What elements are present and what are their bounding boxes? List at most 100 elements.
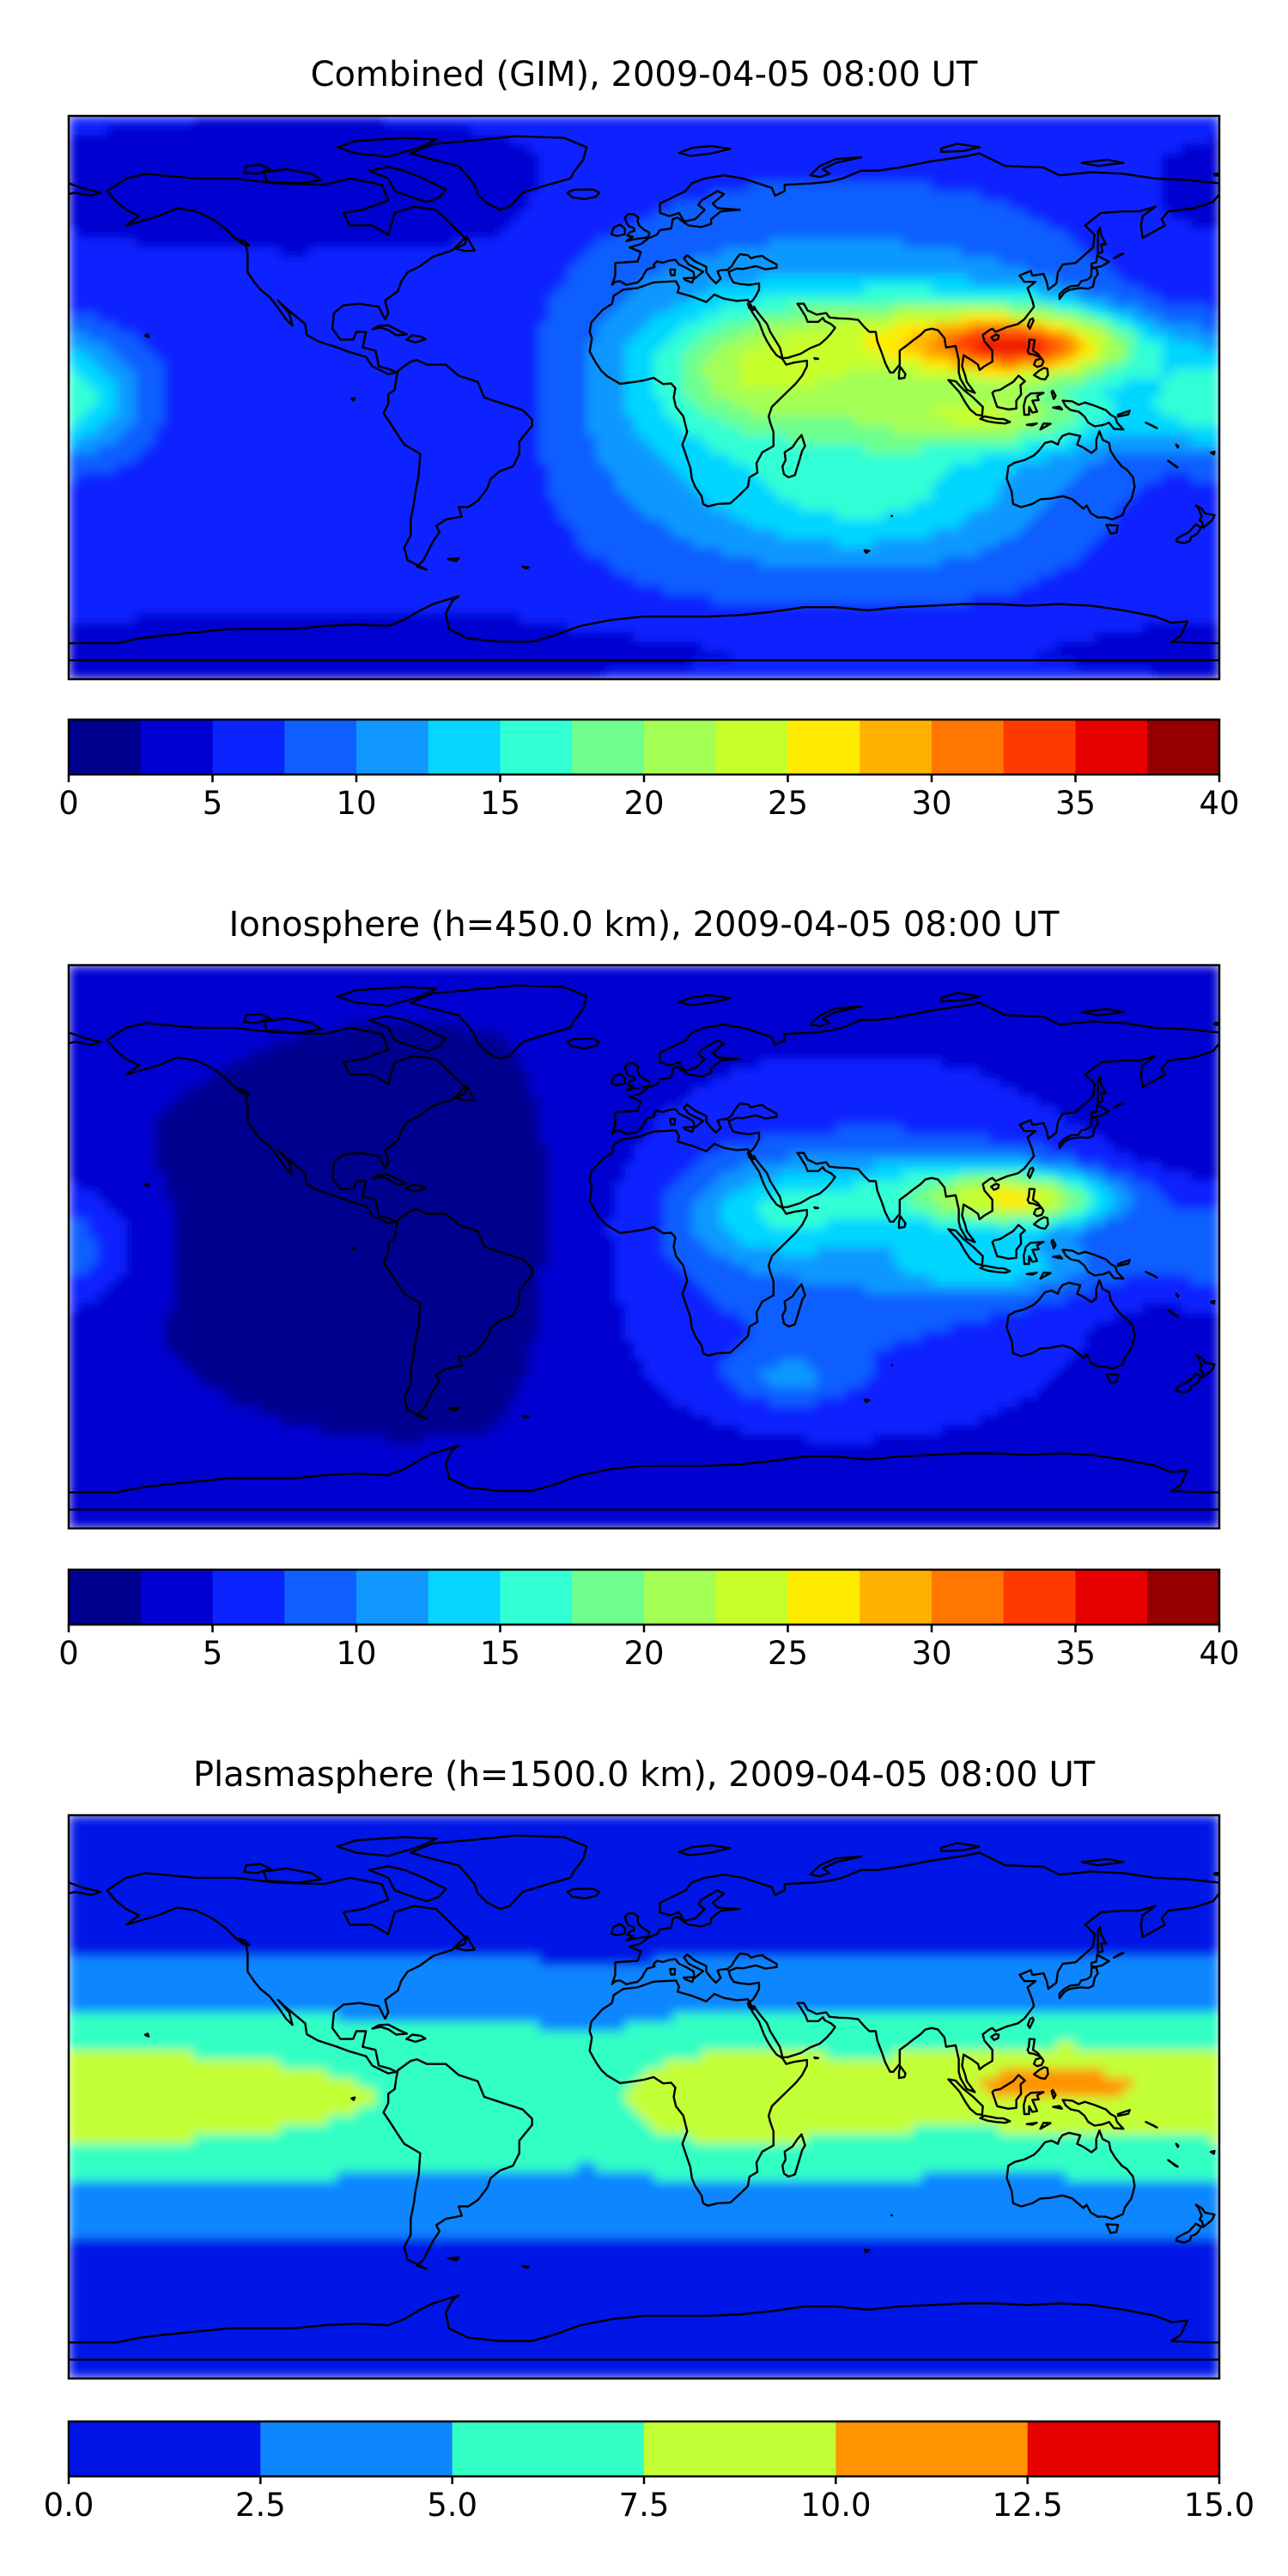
- colorbar-segment: [452, 2421, 645, 2476]
- coastline-tasmania: [1105, 2223, 1120, 2234]
- coastline-sumatra: [947, 2078, 984, 2117]
- coastline-south-georgia: [521, 1414, 531, 1419]
- colorbar-segment: [1075, 720, 1148, 775]
- coastline-falklands: [447, 557, 460, 562]
- coastline-flores: [1025, 1271, 1038, 1276]
- coastline-eurasia: [611, 1851, 1219, 2093]
- coastline-borneo: [991, 1224, 1026, 1261]
- colorbar-segment: [860, 1570, 933, 1625]
- coastline-madagascar: [781, 1283, 806, 1328]
- coastline-antarctica: [69, 1444, 1219, 1511]
- colorbar-segment: [140, 720, 213, 775]
- coastline-solomon: [1145, 2120, 1158, 2129]
- coastline-australia: [1005, 429, 1136, 521]
- coastline-new-britain: [1116, 2109, 1132, 2117]
- coastline-hainan: [989, 1182, 1000, 1191]
- colorbar-segment: [260, 2421, 453, 2476]
- coastline-hokkaido: [1090, 1953, 1110, 1969]
- colorbar: 0 5 10 15 20 25 30 35 40: [58, 1568, 1240, 1672]
- coastline-fiji: [1209, 450, 1216, 456]
- coastline-novaya-zemlya: [809, 1005, 863, 1028]
- coastline-ireland: [610, 223, 626, 238]
- colorbar-tick-label: 15.0: [1184, 2487, 1255, 2524]
- coastline-cuba: [371, 1173, 408, 1186]
- coastline-severnaya-zemlya: [939, 992, 981, 1003]
- colorbar-segment: [284, 1570, 357, 1625]
- colorbar-tick-label: 35: [1055, 1635, 1096, 1672]
- coastline-north-america: [106, 1872, 466, 2075]
- colorbar-segment: [69, 1570, 142, 1625]
- coastline-africa: [588, 1979, 808, 2208]
- contour-field: [69, 1815, 1219, 2379]
- map-plot: [67, 1814, 1221, 2380]
- map-frame: [67, 963, 1221, 1530]
- coastline-newfoundland: [454, 235, 476, 252]
- coastline-iceland: [566, 1887, 601, 1900]
- coastline-wrangel: [1213, 1871, 1219, 1876]
- coastline-new-britain: [1116, 1259, 1132, 1267]
- colorbar-segment: [500, 720, 573, 775]
- colorbar-tick-label: 20: [623, 785, 664, 822]
- colorbar-tick-label: 0: [58, 1635, 79, 1672]
- coastline-south-georgia: [521, 2264, 531, 2269]
- coastline-philippines-visayas: [1032, 357, 1045, 368]
- coastline-solomon: [1145, 422, 1158, 429]
- coastline-new-siberian: [1080, 1857, 1125, 1867]
- coastline-sri-lanka: [897, 366, 907, 380]
- colorbar-segment: [572, 1570, 645, 1625]
- colorbar-tick-label: 40: [1199, 785, 1239, 822]
- coastline-hokkaido: [1090, 254, 1110, 269]
- colorbar-tick-label: 7.5: [619, 2487, 670, 2524]
- coastline-new-guinea: [1061, 1249, 1125, 1280]
- panel-combined: Combined (GIM), 2009-04-05 08:00 UT 0 5 10…: [58, 55, 1239, 822]
- coastline-sardinia: [669, 268, 677, 276]
- coastline-north-america: [106, 1022, 466, 1224]
- coastline-taiwan: [1026, 317, 1035, 330]
- contour-field: [69, 965, 1219, 1528]
- colorbar-segment: [1003, 720, 1076, 775]
- colorbar-segment: [1147, 720, 1220, 775]
- colorbar-segment: [69, 2421, 261, 2476]
- colorbar-segment: [356, 720, 429, 775]
- colorbar-segment: [572, 720, 645, 775]
- coastline-new-siberian: [1080, 158, 1125, 167]
- coastline-antarctica: [69, 595, 1219, 662]
- coastline-british-isles: [623, 1062, 651, 1092]
- coastline-sri-lanka: [897, 1215, 907, 1230]
- coastline-philippines-mindanao: [1032, 2066, 1049, 2081]
- coastline-hokkaido: [1090, 1103, 1110, 1119]
- colorbar-segment: [284, 720, 357, 775]
- coastline-sakhalin: [1097, 226, 1108, 255]
- colorbar-segment: [500, 1570, 573, 1625]
- coastline-baffin: [368, 166, 447, 204]
- coastline-north-america: [106, 173, 466, 375]
- coastlines: [69, 984, 1219, 1511]
- contour-cells: [69, 116, 1219, 679]
- coastline-sakhalin: [1097, 1075, 1108, 1104]
- contour-cells: [69, 965, 1219, 1528]
- colorbar-segment: [932, 720, 1005, 775]
- coastline-sulawesi: [1022, 392, 1045, 416]
- coastline-sakhalin: [1097, 1925, 1108, 1954]
- coastline-hawaii: [143, 2032, 150, 2038]
- coastline-hawaii: [143, 333, 150, 338]
- colorbar-segment: [860, 720, 933, 775]
- colorbar-tick-label: 30: [911, 1635, 951, 1672]
- colorbar-segment: [428, 1570, 501, 1625]
- coastline-banks-island: [243, 1862, 271, 1874]
- coastline-solomon: [1145, 1270, 1158, 1279]
- coastline-ireland: [610, 1072, 626, 1087]
- colorbar-segment: [835, 2421, 1029, 2476]
- coastline-ireland: [610, 1923, 626, 1937]
- coastline-socotra: [813, 2056, 820, 2060]
- colorbar-segment: [787, 1570, 860, 1625]
- colorbar-tick-label: 5: [203, 785, 223, 822]
- coastline-new-zealand-north: [1194, 504, 1216, 529]
- coastline-cuba: [371, 2023, 408, 2036]
- coastline-newfoundland: [454, 1084, 476, 1102]
- colorbar-tick-label: 20: [623, 1635, 664, 1672]
- contour-field: [69, 116, 1219, 679]
- coastline-south-america: [382, 2058, 533, 2270]
- coastline-hispaniola: [405, 2033, 427, 2044]
- coastline-falklands: [447, 2257, 460, 2262]
